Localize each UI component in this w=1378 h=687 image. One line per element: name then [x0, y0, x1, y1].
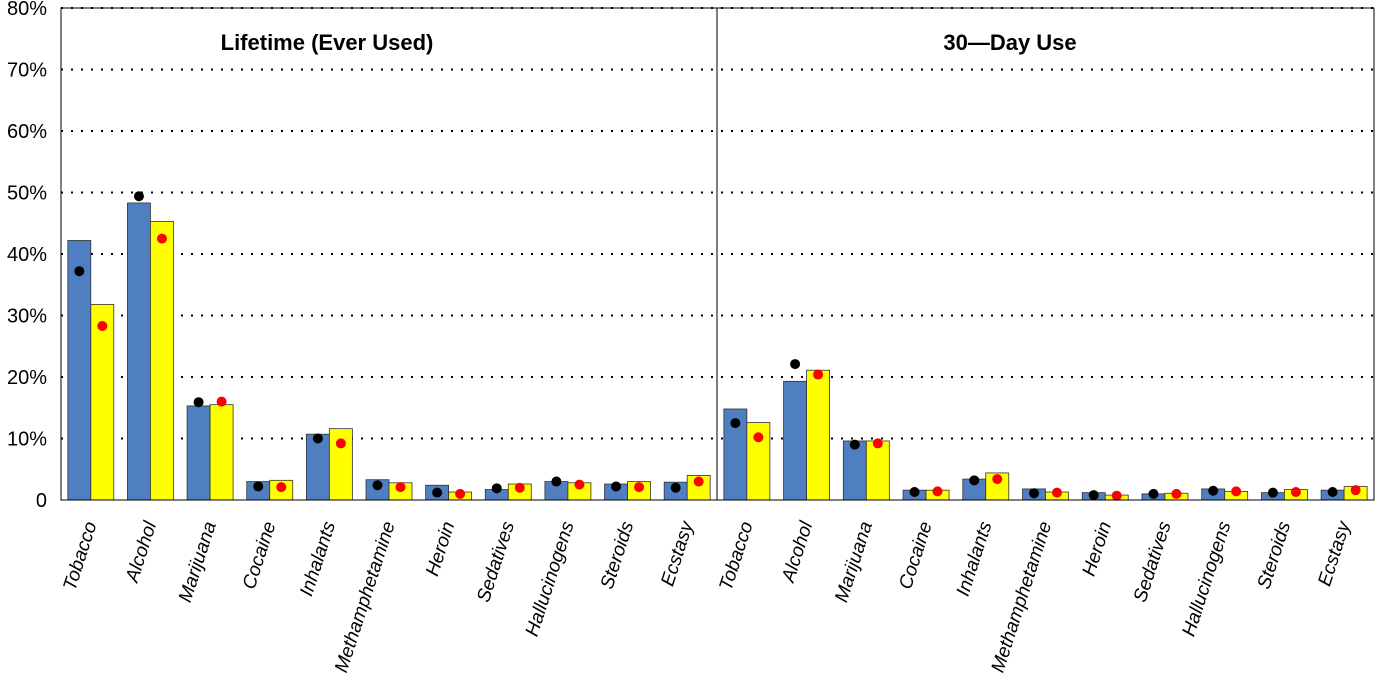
marker-2 — [1171, 488, 1182, 499]
marker-1 — [849, 439, 860, 450]
bar-1 — [127, 202, 151, 501]
marker-2 — [813, 369, 824, 380]
bars — [67, 202, 1368, 501]
marker-1 — [790, 359, 801, 370]
bar-2 — [150, 221, 174, 501]
y-tick-label: 10% — [7, 429, 47, 451]
marker-2 — [395, 482, 406, 493]
x-tick-label: Methamphetamine — [988, 519, 1057, 675]
marker-2 — [1052, 487, 1062, 498]
x-tick-label: Hallucinogens — [522, 519, 579, 639]
marker-1 — [670, 482, 681, 493]
marker-2 — [216, 396, 227, 407]
marker-2 — [276, 482, 287, 493]
marker-1 — [312, 433, 323, 444]
marker-1 — [133, 191, 144, 202]
marker-1 — [74, 266, 85, 277]
marker-1 — [969, 475, 980, 486]
bar-2 — [90, 304, 115, 501]
x-tick-label: Heroin — [1079, 519, 1116, 579]
marker-2 — [514, 482, 525, 493]
bar-2 — [865, 440, 890, 501]
panel-title-30-day: 30—Day Use — [943, 30, 1076, 55]
y-tick-label: 0 — [36, 490, 47, 512]
bar-1 — [67, 240, 92, 501]
marker-1 — [730, 418, 741, 429]
marker-1 — [1148, 488, 1159, 499]
y-tick-label: 50% — [7, 183, 47, 205]
marker-2 — [932, 486, 943, 497]
x-tick-label: Ecstasy — [657, 518, 698, 589]
marker-2 — [1290, 487, 1301, 498]
y-tick-label: 80% — [7, 0, 47, 20]
marker-1 — [372, 480, 383, 491]
marker-2 — [753, 432, 764, 443]
marker-2 — [872, 438, 883, 449]
marker-1 — [1327, 487, 1338, 498]
markers — [74, 191, 1361, 501]
x-tick-label: Inhalants — [296, 519, 340, 599]
x-tick-label: Steroids — [597, 519, 639, 592]
marker-1 — [253, 481, 264, 492]
marker-2 — [97, 320, 108, 331]
bar-1 — [305, 433, 330, 501]
x-tick-label: Cocaine — [895, 519, 937, 592]
bar-1 — [842, 440, 867, 501]
marker-1 — [491, 483, 502, 494]
x-tick-label: Marijuana — [175, 519, 221, 605]
marker-2 — [1350, 485, 1361, 496]
x-tick-label: Heroin — [422, 519, 459, 579]
bar-2 — [806, 369, 830, 501]
x-tick-label: Tobacco — [716, 519, 758, 593]
marker-2 — [156, 233, 167, 244]
marker-1 — [909, 487, 920, 498]
marker-2 — [455, 488, 466, 499]
bar-2 — [209, 404, 234, 501]
x-tick-label: Alcohol — [122, 518, 162, 585]
marker-2 — [693, 476, 704, 487]
y-tick-label: 60% — [7, 121, 47, 143]
marker-2 — [634, 482, 645, 493]
marker-1 — [193, 397, 204, 408]
marker-2 — [1111, 490, 1122, 501]
x-tick-label: Inhalants — [953, 519, 997, 599]
y-tick-label: 30% — [7, 306, 47, 328]
x-tick-label: Marijuana — [831, 519, 877, 605]
marker-1 — [1088, 490, 1099, 501]
x-tick-label: Steroids — [1254, 519, 1296, 592]
panel-title-lifetime: Lifetime (Ever Used) — [221, 30, 434, 55]
bar-1 — [783, 380, 807, 501]
x-tick-label: Ecstasy — [1314, 518, 1355, 589]
marker-1 — [611, 481, 622, 492]
y-tick-label: 40% — [7, 244, 47, 266]
x-tick-label: Alcohol — [778, 518, 818, 585]
x-tick-label: Sedatives — [1130, 519, 1176, 605]
marker-2 — [1231, 486, 1242, 497]
bar-1 — [186, 405, 211, 501]
marker-1 — [1208, 485, 1219, 496]
x-tick-label: Cocaine — [239, 519, 281, 592]
marker-2 — [992, 474, 1003, 485]
marker-1 — [432, 487, 443, 498]
x-tick-label: Tobacco — [60, 519, 102, 593]
marker-2 — [335, 438, 346, 449]
x-tick-label: Hallucinogens — [1179, 519, 1236, 639]
y-tick-label: 70% — [7, 60, 47, 82]
marker-1 — [1029, 488, 1039, 499]
marker-1 — [551, 476, 562, 487]
x-axis-ticks: Tobacco Alcohol Marijuana Cocaine InhalantsM… — [60, 518, 1356, 676]
marker-1 — [1267, 487, 1278, 498]
x-tick-label: Sedatives — [473, 519, 519, 605]
x-tick-label: Methamphetamine — [331, 519, 400, 675]
y-axis-ticks: 0 10% 20% 30% 40% 50% 60% 70% 80% — [7, 0, 47, 512]
marker-2 — [574, 479, 585, 490]
y-tick-label: 20% — [7, 367, 47, 389]
